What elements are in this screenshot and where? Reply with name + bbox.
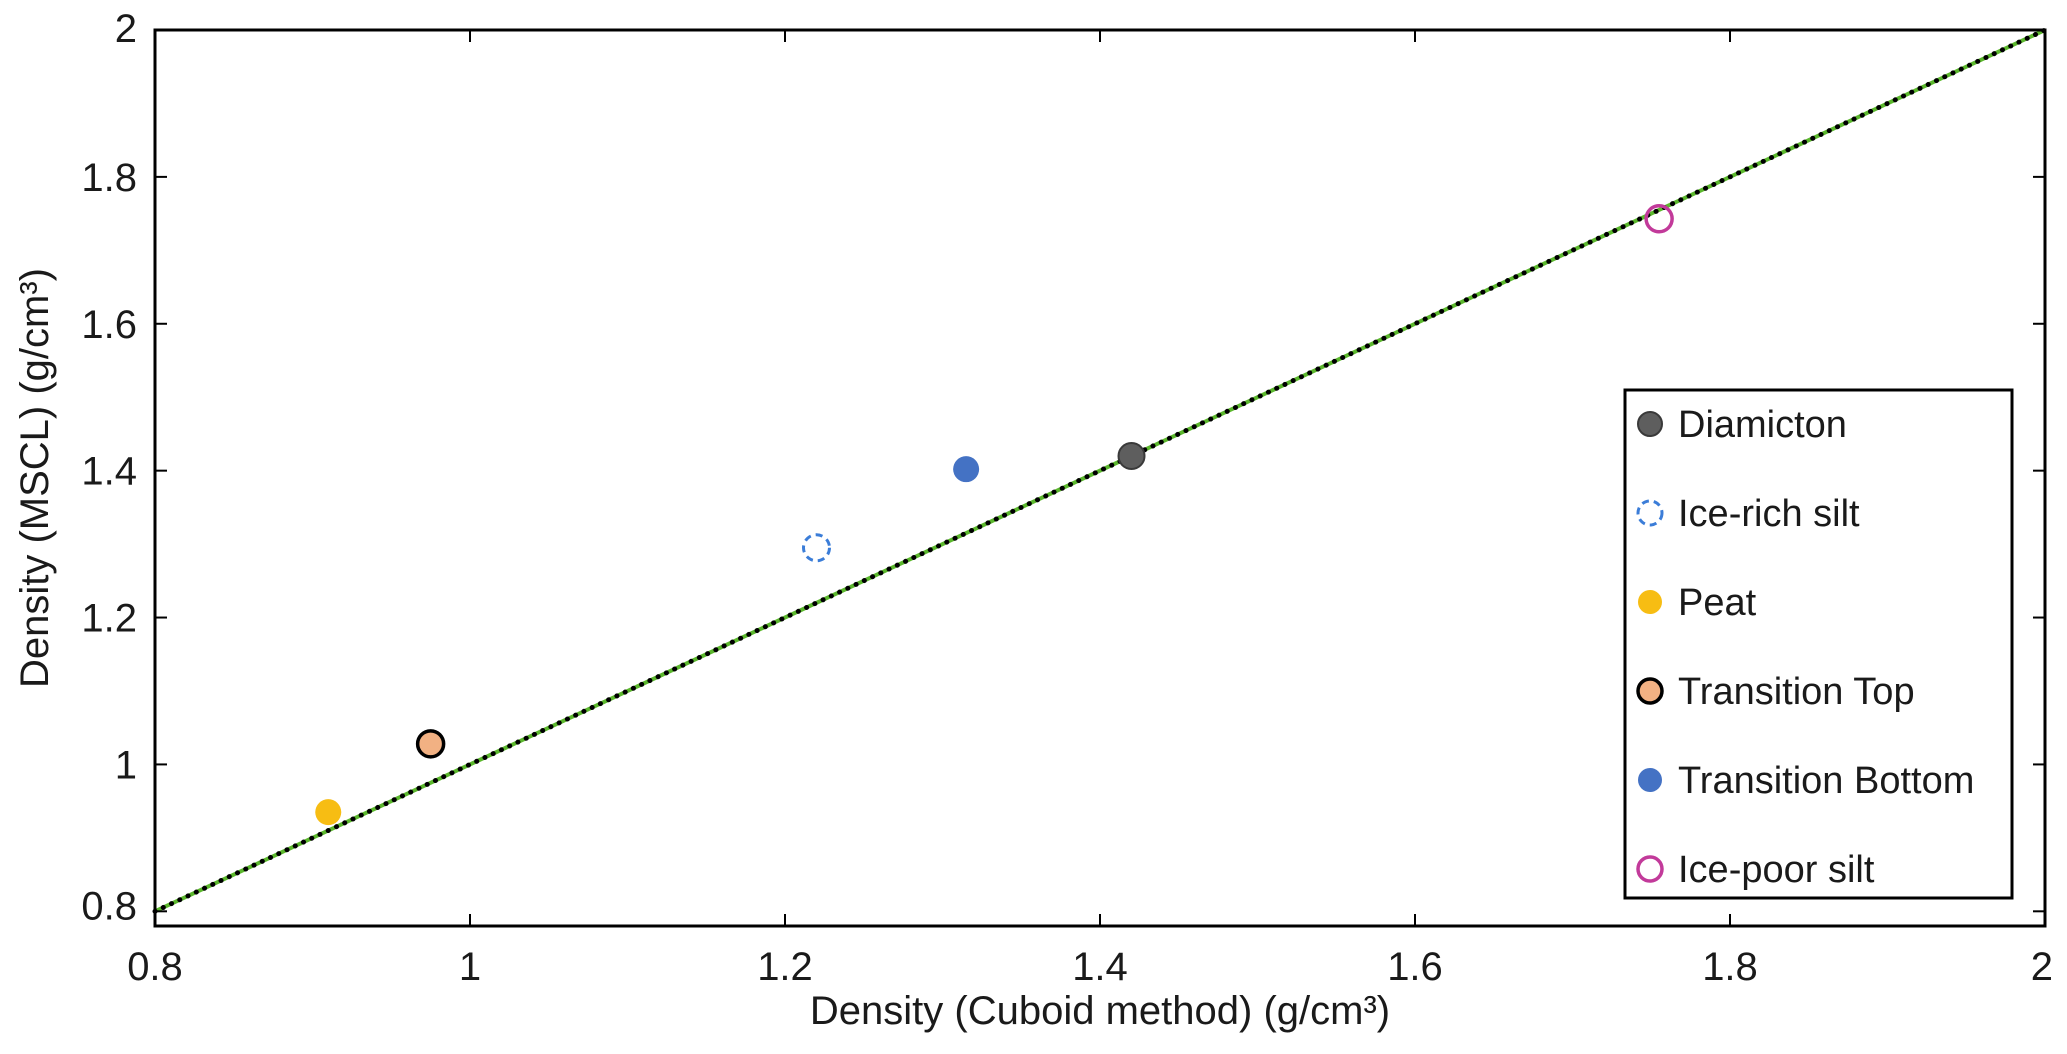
point-transition-top bbox=[415, 729, 446, 759]
legend-marker-transition-bottom bbox=[1638, 768, 1662, 792]
legend-marker-transition-top bbox=[1636, 677, 1664, 705]
reference-line-group bbox=[152, 27, 2048, 914]
point-diamicton bbox=[1117, 441, 1146, 470]
y-axis-label: Density (MSCL) (g/cm³) bbox=[13, 268, 57, 688]
x-tick-label: 1.6 bbox=[1387, 945, 1443, 989]
point-peat bbox=[315, 799, 342, 826]
legend-marker-diamicton bbox=[1637, 411, 1663, 437]
point-transition-bottom bbox=[953, 456, 980, 483]
y-tick-label: 0.8 bbox=[81, 884, 137, 928]
y-tick-label: 1.8 bbox=[81, 156, 137, 200]
plot-frame bbox=[153, 28, 2047, 928]
x-tick-label: 0.8 bbox=[127, 945, 183, 989]
x-tick-label: 2 bbox=[2031, 945, 2053, 989]
legend-label-transition-top: Transition Top bbox=[1678, 671, 1915, 713]
y-tick-label: 1.4 bbox=[81, 450, 137, 494]
point-ice-rich-silt bbox=[802, 533, 831, 563]
legend-label-peat: Peat bbox=[1678, 582, 1757, 624]
legend-marker-ice-poor-silt bbox=[1636, 855, 1664, 883]
y-tick-label: 1.2 bbox=[81, 597, 137, 641]
points-group bbox=[315, 203, 1674, 826]
legend-box bbox=[1623, 388, 2014, 900]
x-tick-label: 1.4 bbox=[1072, 945, 1128, 989]
point-ice-poor-silt bbox=[1644, 203, 1674, 234]
legend-label-diamicton: Diamicton bbox=[1678, 404, 1847, 446]
y-tick-label: 1.6 bbox=[81, 303, 137, 347]
y-tick-label: 2 bbox=[115, 7, 137, 51]
legend-label-transition-bottom: Transition Bottom bbox=[1678, 760, 1974, 802]
y-tick-label: 1 bbox=[115, 743, 137, 787]
legend-marker-ice-rich-silt bbox=[1636, 499, 1664, 527]
tick-group: 0.8 1 1.2 1.4 1.6 1.8 2 0.8 1 1.2 1.4 1.6 1.8 2 bbox=[81, 7, 2053, 989]
reference-line bbox=[152, 27, 2048, 914]
x-tick-label: 1 bbox=[459, 945, 481, 989]
x-tick-label: 1.8 bbox=[1702, 945, 1758, 989]
legend-label-ice-rich-silt: Ice-rich silt bbox=[1678, 493, 1860, 535]
x-tick-label: 1.2 bbox=[757, 945, 813, 989]
legend: Diamicton Ice-rich silt Peat Transition Top… bbox=[1623, 388, 2014, 900]
legend-marker-peat bbox=[1638, 590, 1662, 614]
x-axis-label: Density (Cuboid method) (g/cm³) bbox=[810, 989, 1390, 1033]
legend-label-ice-poor-silt: Ice-poor silt bbox=[1678, 849, 1875, 891]
